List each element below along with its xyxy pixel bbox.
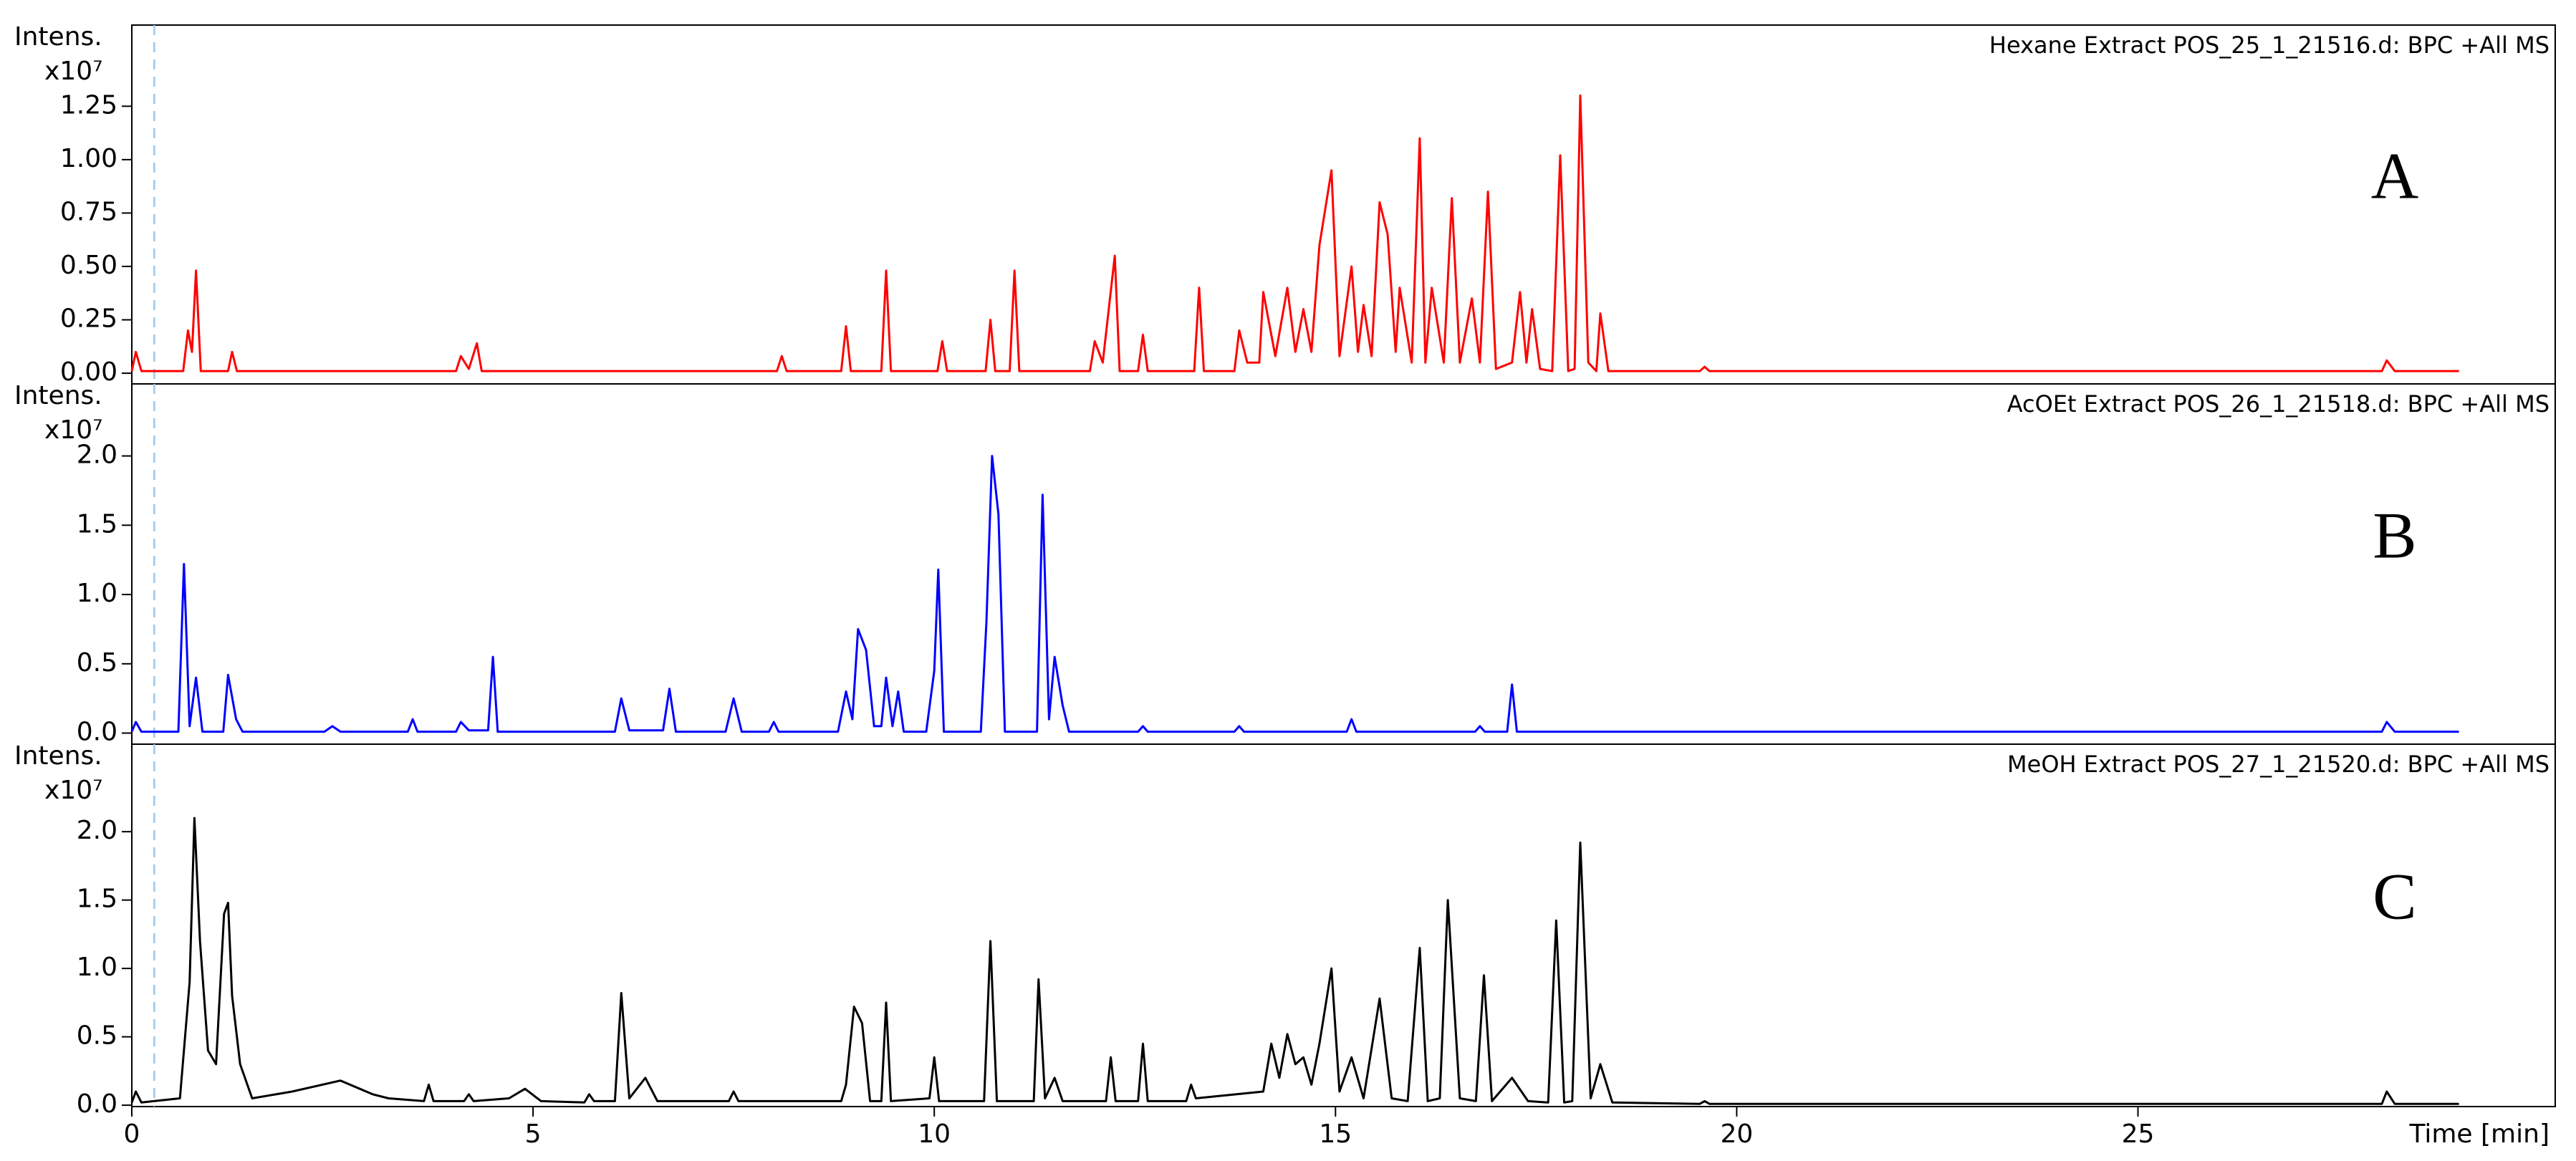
x-tick-label: 0: [124, 1119, 140, 1149]
y-tick-label: 1.5: [77, 885, 117, 914]
y-tick-label: 1.0: [77, 579, 117, 608]
x-tick-label: 20: [1720, 1119, 1753, 1149]
chart-title: AcOEt Extract POS_26_1_21518.d: BPC +All…: [2007, 390, 2549, 418]
panel-frame: [131, 743, 2556, 1107]
y-tick-label: 1.25: [60, 90, 117, 120]
y-tick-label: 1.00: [60, 144, 117, 173]
y-axis-scale: x10⁷: [44, 776, 103, 805]
chromatogram-trace: [130, 455, 2459, 733]
y-tick-label: 0.5: [77, 1021, 117, 1051]
x-tick-label: 15: [1319, 1119, 1352, 1149]
y-tick-label: 1.5: [77, 509, 117, 539]
x-tick-label: 5: [525, 1119, 542, 1149]
y-tick-label: 2.0: [77, 816, 117, 845]
y-axis-scale: x10⁷: [44, 415, 103, 445]
chromatogram-trace: [130, 816, 2459, 1105]
x-tick-label: 25: [2122, 1119, 2155, 1149]
y-tick-label: 0.50: [60, 251, 117, 280]
chromatogram-trace: [130, 94, 2459, 372]
y-tick-label: 0.0: [77, 718, 117, 747]
x-tick-label: 10: [918, 1119, 951, 1149]
y-axis-label: Intens.: [14, 22, 102, 52]
panel-annotation: A: [2371, 140, 2418, 213]
y-axis-scale: x10⁷: [44, 57, 103, 86]
chart-title: Hexane Extract POS_25_1_21516.d: BPC +Al…: [1989, 32, 2549, 59]
chart-title: MeOH Extract POS_27_1_21520.d: BPC +All …: [2007, 751, 2549, 778]
y-axis-label: Intens.: [14, 741, 102, 771]
y-tick-label: 0.00: [60, 357, 117, 387]
y-tick-label: 0.25: [60, 304, 117, 334]
y-axis-label: Intens.: [14, 381, 102, 410]
y-tick-label: 0.75: [60, 197, 117, 226]
y-tick-label: 1.0: [77, 953, 117, 982]
panel-annotation: B: [2373, 498, 2416, 572]
panel-annotation: C: [2373, 860, 2416, 933]
y-tick-label: 0.5: [77, 648, 117, 678]
y-tick-label: 0.0: [77, 1089, 117, 1119]
y-tick-label: 2.0: [77, 440, 117, 470]
x-axis-label: Time [min]: [2408, 1119, 2549, 1149]
